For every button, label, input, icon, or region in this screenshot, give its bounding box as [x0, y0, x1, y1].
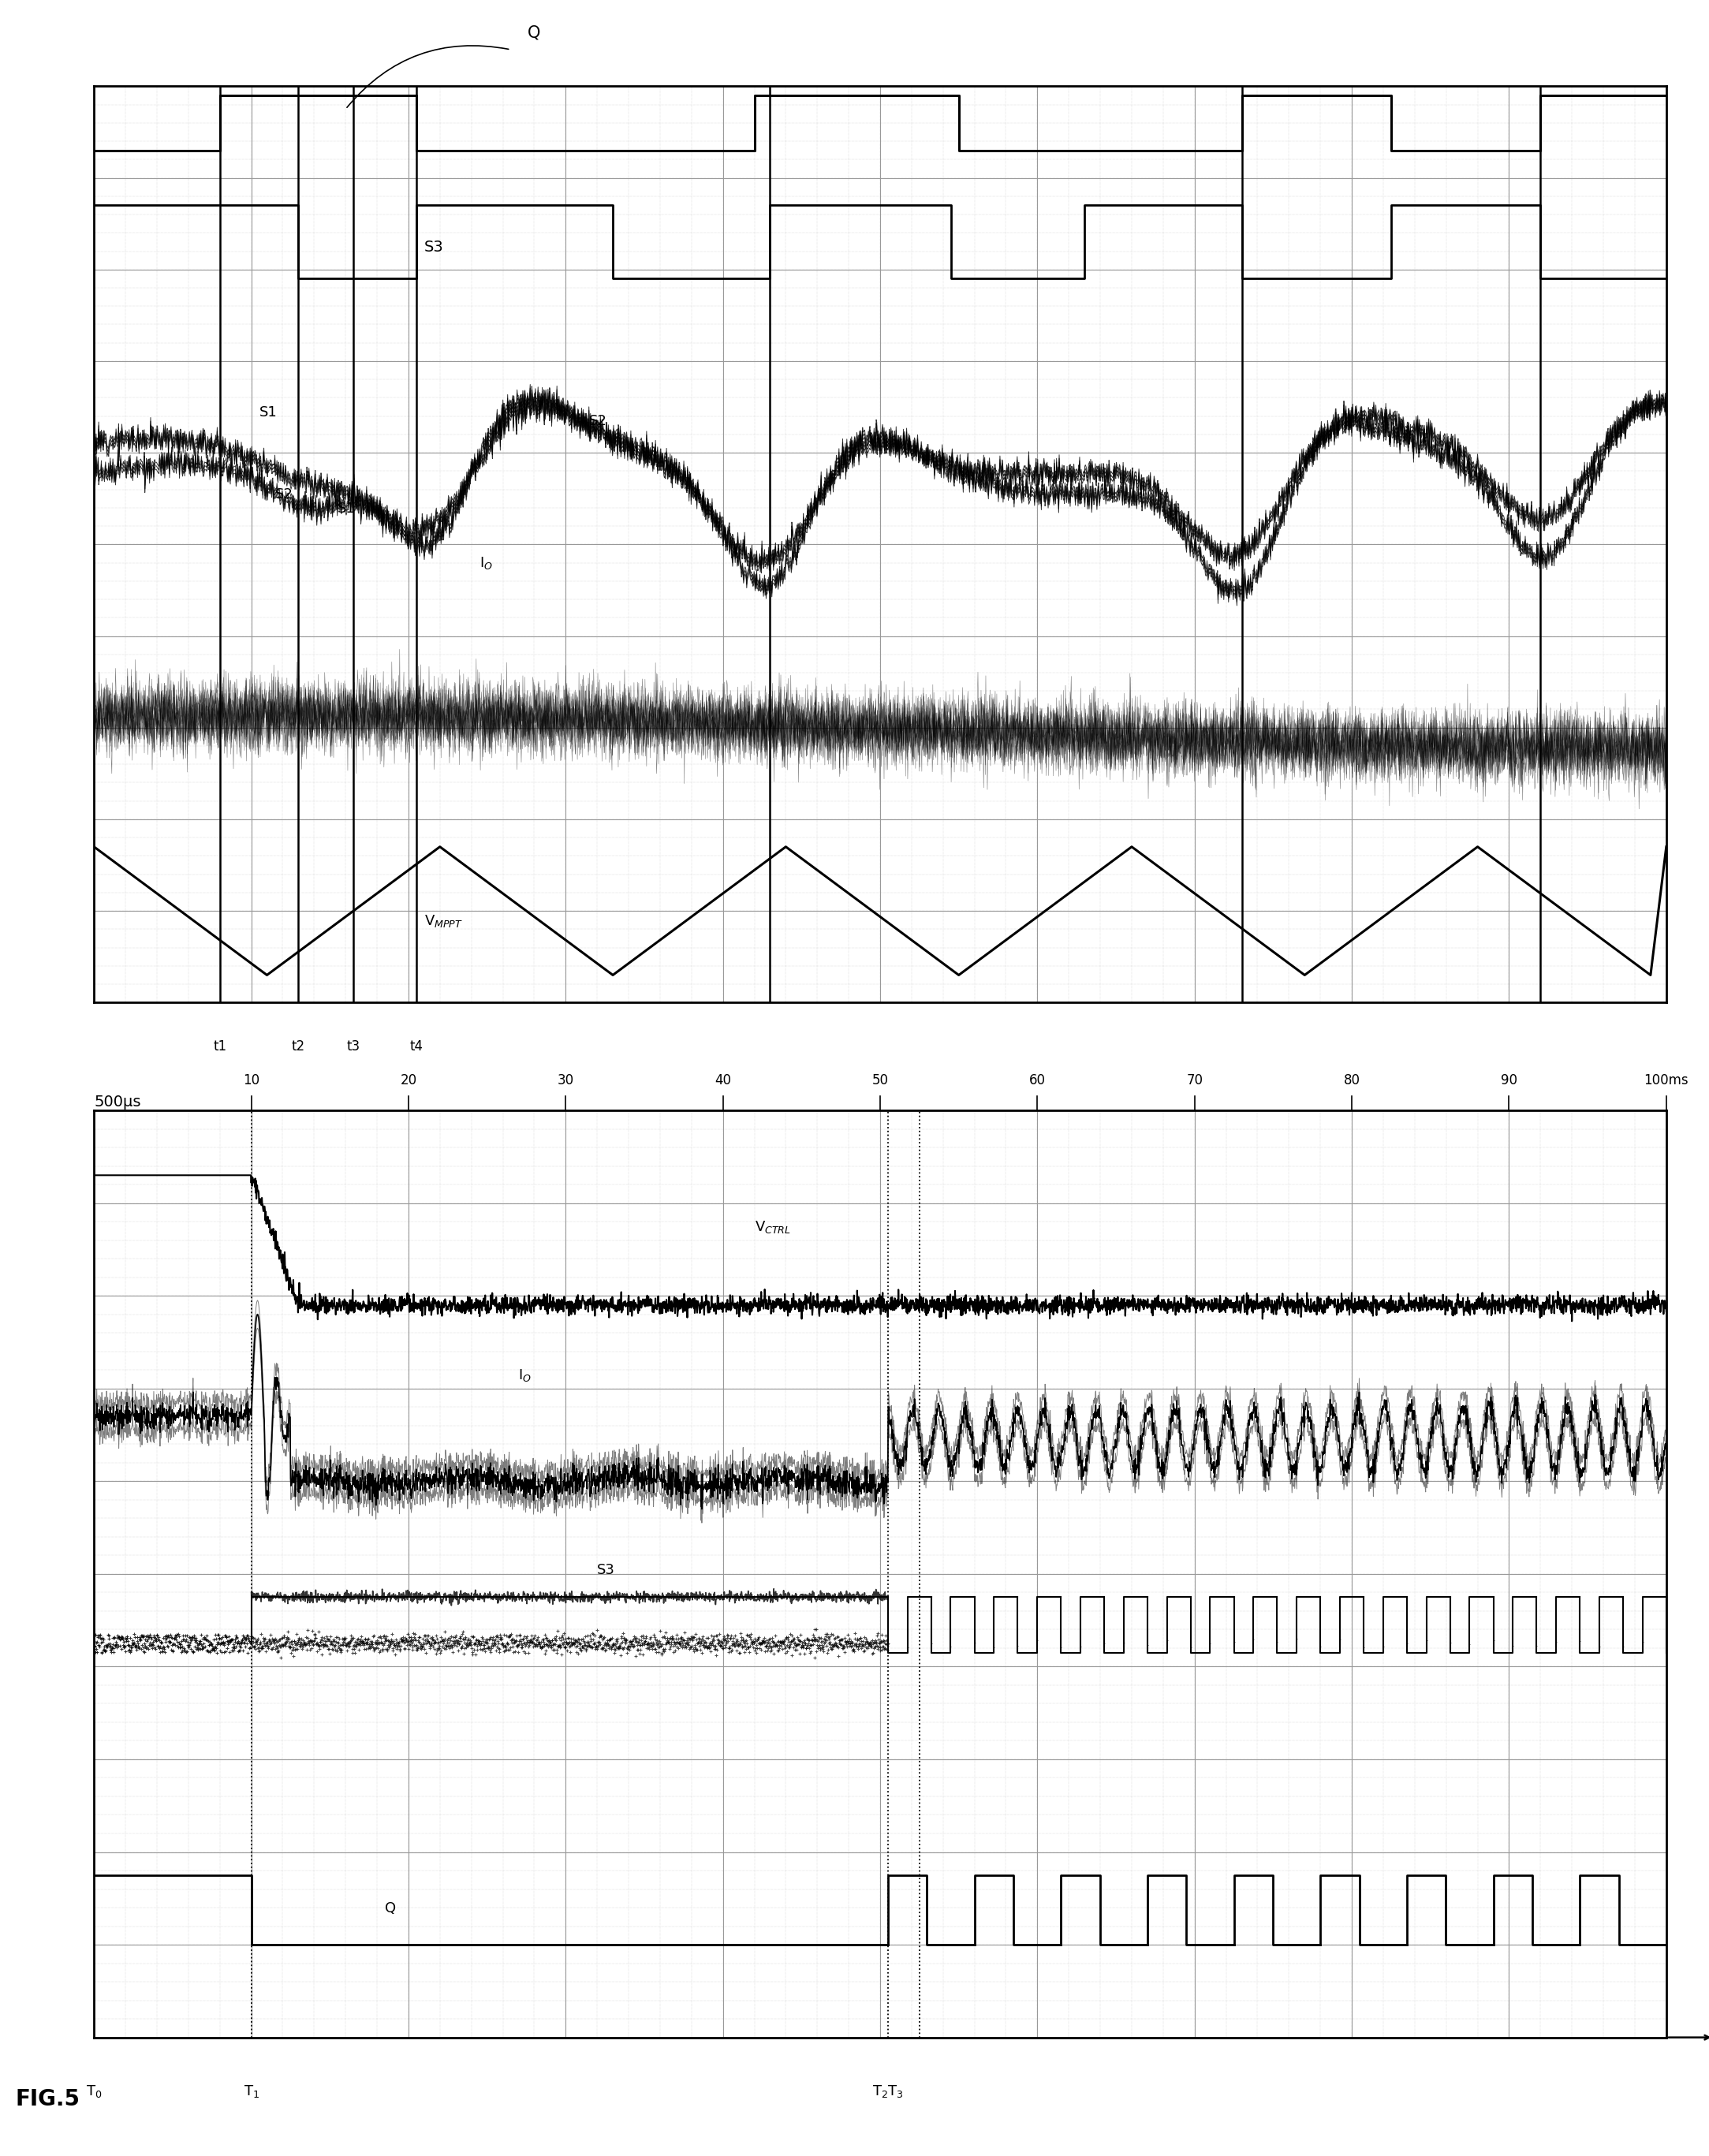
Text: S3: S3: [596, 1563, 615, 1576]
Text: 90: 90: [1501, 1074, 1518, 1087]
Text: t2: t2: [292, 1039, 306, 1054]
Text: 40: 40: [714, 1074, 731, 1087]
Text: 70: 70: [1186, 1074, 1203, 1087]
Text: FIG.5: FIG.5: [15, 2089, 80, 2111]
Text: 500μs: 500μs: [94, 1093, 140, 1108]
Text: 10: 10: [243, 1074, 260, 1087]
Text: S2: S2: [275, 487, 292, 502]
Text: t3: t3: [347, 1039, 361, 1054]
Text: 80: 80: [1343, 1074, 1360, 1087]
Text: Q: Q: [528, 24, 540, 41]
Text: Q: Q: [385, 1902, 396, 1915]
Text: V$_{CTRL}$: V$_{CTRL}$: [754, 1218, 791, 1235]
Text: S1: S1: [260, 405, 277, 418]
Text: 60: 60: [1029, 1074, 1046, 1087]
Text: t4: t4: [410, 1039, 424, 1054]
Text: S1: S1: [338, 502, 355, 515]
Text: t1: t1: [214, 1039, 227, 1054]
Text: I$_O$: I$_O$: [518, 1367, 531, 1384]
Text: 30: 30: [557, 1074, 574, 1087]
Text: T$_1$: T$_1$: [243, 2083, 260, 2100]
Text: FIG.3: FIG.3: [157, 1194, 222, 1216]
Text: 50: 50: [872, 1074, 889, 1087]
Text: S2: S2: [590, 414, 607, 429]
Text: T$_0$: T$_0$: [85, 2083, 103, 2100]
Text: 100ms: 100ms: [1644, 1074, 1688, 1087]
Text: V$_{MPPT}$: V$_{MPPT}$: [424, 912, 463, 929]
Text: S3: S3: [424, 239, 444, 254]
Text: T$_2$T$_3$: T$_2$T$_3$: [872, 2083, 904, 2100]
Text: 20: 20: [400, 1074, 417, 1087]
Text: I$_O$: I$_O$: [479, 556, 492, 571]
